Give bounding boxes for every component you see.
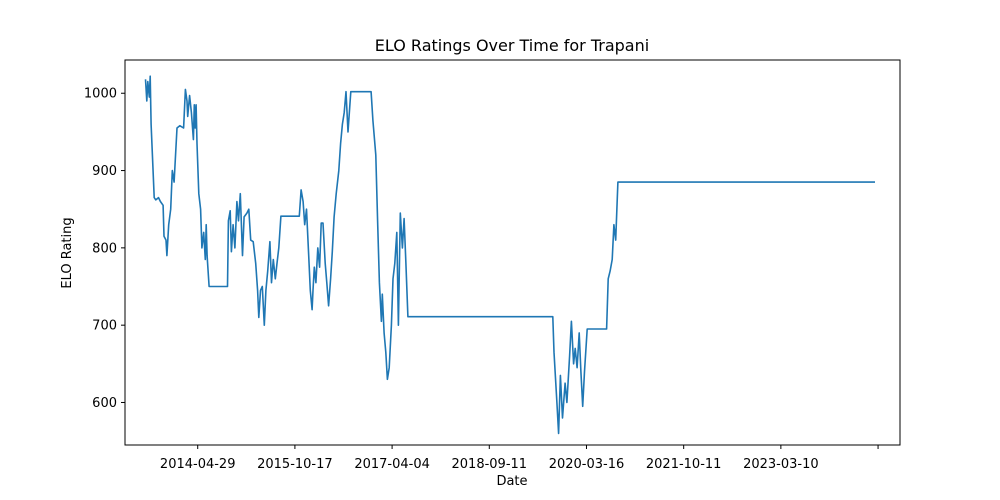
x-tick-label-2: 2017-04-04 — [354, 457, 430, 472]
y-tick-label-3: 900 — [92, 164, 117, 179]
y-tick-label-4: 1000 — [84, 87, 117, 102]
x-tick-label-5: 2021-10-11 — [646, 457, 722, 472]
x-tick-label-1: 2015-10-17 — [257, 457, 333, 472]
x-axis-label: Date — [496, 474, 527, 489]
y-axis: 600 700 800 900 1000 — [84, 87, 125, 411]
x-tick-label-4: 2020-03-16 — [549, 457, 625, 472]
plot-area — [144, 75, 875, 435]
x-tick-label-0: 2014-04-29 — [160, 457, 236, 472]
x-tick-label-6: 2023-03-10 — [743, 457, 819, 472]
chart-title: ELO Ratings Over Time for Trapani — [375, 36, 649, 55]
y-tick-label-0: 600 — [92, 396, 117, 411]
x-axis: 2014-04-29 2015-10-17 2017-04-04 2018-09-11… — [160, 445, 879, 472]
y-tick-label-1: 700 — [92, 319, 117, 334]
series-line-0 — [144, 75, 875, 435]
x-tick-label-3: 2018-09-11 — [452, 457, 528, 472]
y-axis-label: ELO Rating — [60, 217, 75, 288]
y-tick-label-2: 800 — [92, 241, 117, 256]
axes-frame — [124, 59, 901, 446]
